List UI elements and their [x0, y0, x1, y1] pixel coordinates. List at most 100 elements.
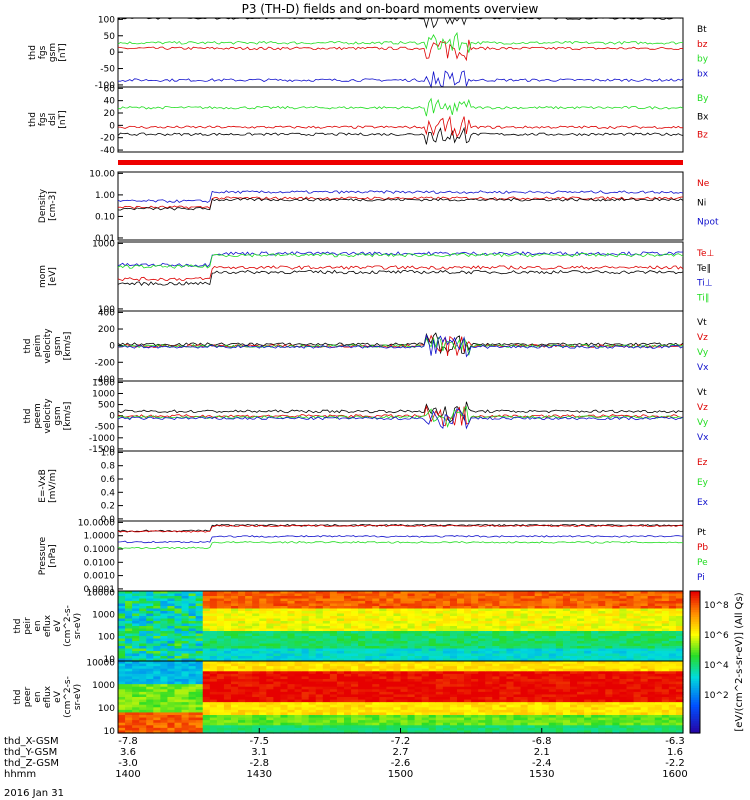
heatmap-cell — [365, 673, 373, 678]
heatmap-cell — [308, 676, 317, 680]
heatmap-cell — [407, 643, 416, 647]
heatmap-cell — [428, 668, 437, 672]
heatmap-cell — [555, 626, 564, 630]
heatmap-cell — [379, 661, 387, 665]
heatmap-cell — [675, 720, 684, 724]
heatmap-cell — [174, 668, 183, 672]
heatmap-cell — [428, 715, 437, 719]
heatmap-cell — [245, 646, 253, 650]
heatmap-cell — [153, 697, 161, 701]
heatmap-cell — [555, 715, 564, 719]
heatmap-cell — [223, 702, 232, 706]
heatmap-cell — [584, 641, 592, 645]
heatmap-cell — [329, 666, 338, 670]
heatmap-cell — [386, 725, 395, 729]
heatmap-cell — [562, 596, 571, 600]
heatmap-cell — [266, 611, 274, 615]
heatmap-cell — [633, 606, 642, 610]
heatmap-cell — [216, 591, 225, 595]
heatmap-cell — [223, 679, 232, 683]
heatmap-cell — [160, 715, 169, 719]
heatmap-cell — [372, 699, 380, 703]
heatmap-cell — [577, 618, 585, 622]
heatmap-cell — [584, 616, 592, 620]
heatmap-cell — [174, 596, 183, 600]
heatmap-cell — [471, 628, 479, 632]
legend-Pe: Pe — [697, 558, 708, 568]
heatmap-cell — [647, 618, 656, 622]
heatmap-cell — [365, 601, 373, 605]
heatmap-cell — [125, 730, 133, 734]
heatmap-cell — [280, 720, 289, 724]
heatmap-cell — [329, 598, 338, 602]
heatmap-cell — [675, 611, 684, 615]
heatmap-cell — [435, 658, 444, 662]
heatmap-cell — [174, 611, 183, 615]
heatmap-cell — [449, 638, 458, 642]
heatmap-cell — [421, 606, 430, 610]
heatmap-cell — [379, 671, 387, 675]
heatmap-cell — [584, 689, 592, 693]
panel-frame — [117, 171, 684, 241]
heatmap-cell — [174, 643, 183, 647]
heatmap-cell — [584, 697, 592, 701]
heatmap-cell — [358, 596, 366, 600]
heatmap-cell — [358, 668, 366, 672]
heatmap-cell — [216, 603, 225, 607]
heatmap-cell — [478, 601, 486, 605]
heatmap-cell — [280, 633, 289, 637]
heatmap-cell — [633, 613, 642, 617]
heatmap-cell — [520, 613, 529, 617]
colorbar-cell — [690, 730, 700, 734]
heatmap-cell — [379, 598, 387, 602]
heatmap-cell — [570, 598, 578, 602]
heatmap-cell — [118, 651, 126, 655]
heatmap-cell — [139, 651, 147, 655]
heatmap-cell — [591, 730, 599, 734]
heatmap-cell — [231, 636, 239, 640]
heatmap-cell — [273, 641, 282, 645]
heatmap-cell — [591, 709, 599, 714]
heatmap-cell — [548, 613, 557, 617]
heatmap-cell — [216, 671, 225, 675]
y-tick-label: 0.01 — [95, 234, 115, 244]
colorbar-cell — [690, 697, 700, 701]
heatmap-cell — [555, 638, 564, 642]
colorbar-cell — [690, 607, 700, 611]
heatmap-cell — [548, 697, 557, 701]
heatmap-cell — [315, 591, 324, 595]
heatmap-cell — [181, 697, 190, 701]
heatmap-cell — [386, 679, 395, 683]
heatmap-cell — [534, 618, 543, 622]
panel-frame — [117, 17, 684, 88]
heatmap-cell — [336, 697, 345, 701]
heatmap-cell — [167, 679, 176, 683]
heatmap-cell — [555, 651, 564, 655]
heatmap-cell — [174, 623, 183, 627]
heatmap-cell — [605, 707, 613, 711]
heatmap-cell — [541, 606, 550, 610]
heatmap-cell — [548, 689, 557, 693]
heatmap-cell — [577, 621, 585, 625]
heatmap-cell — [548, 653, 557, 657]
heatmap-cell — [457, 697, 465, 701]
heatmap-cell — [294, 648, 303, 652]
heatmap-cell — [584, 598, 592, 602]
heatmap-cell — [605, 606, 613, 610]
heatmap-cell — [414, 593, 423, 597]
heatmap-cell — [245, 697, 253, 701]
heatmap-cell — [209, 702, 218, 706]
heatmap-cell — [633, 699, 642, 703]
heatmap-cell — [344, 606, 352, 610]
heatmap-cell — [181, 673, 190, 678]
heatmap-cell — [640, 631, 649, 635]
heatmap-cell — [146, 717, 154, 721]
legend-Vz: Vz — [697, 333, 708, 343]
series-Pb — [117, 524, 684, 533]
heatmap-cell — [202, 720, 211, 724]
heatmap-cell — [308, 727, 317, 732]
heatmap-cell — [167, 656, 176, 660]
heatmap-cell — [160, 727, 169, 732]
heatmap-cell — [287, 596, 296, 600]
legend-Vx: Vx — [697, 433, 709, 443]
